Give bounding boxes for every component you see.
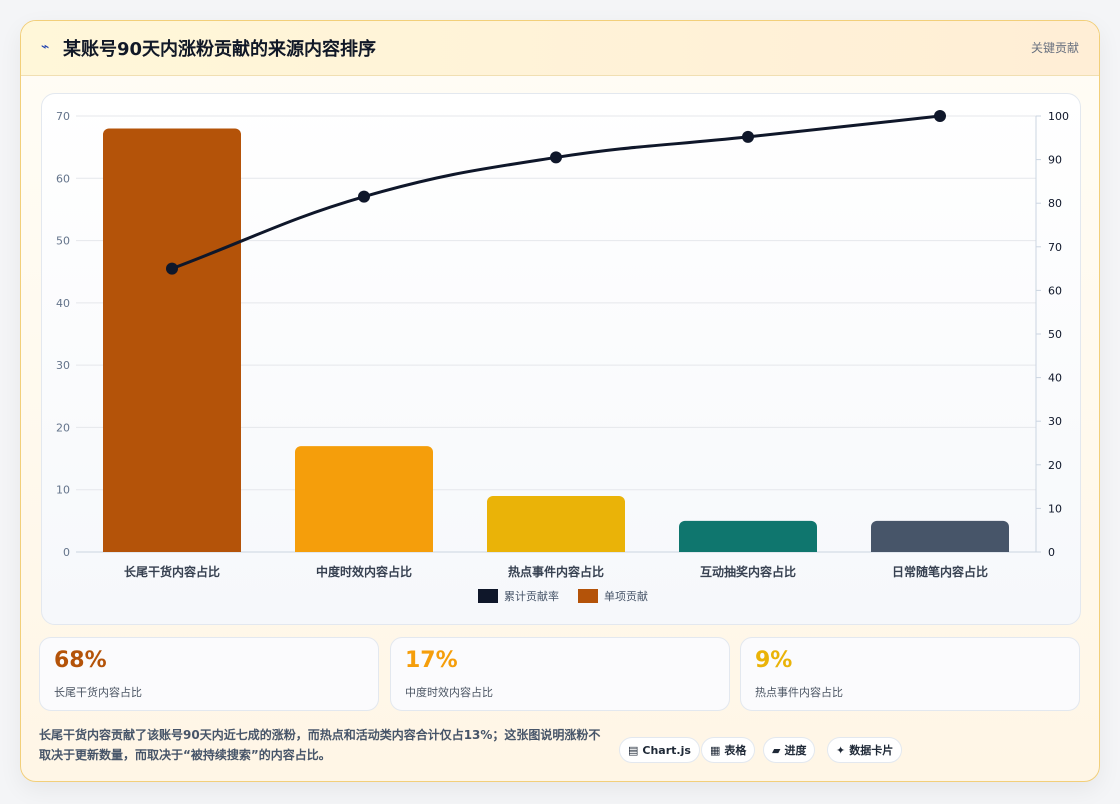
key-contribution-tag: 关键贡献 [1030, 41, 1079, 55]
y-tick-label-right: 80 [1048, 197, 1062, 210]
tag-data-card[interactable]: ✦ 数据卡片 [827, 737, 903, 763]
sparkle-icon: ✦ [836, 744, 846, 757]
cumulative-point [166, 262, 178, 275]
bar-base [487, 546, 625, 552]
stat-label: 中度时效内容占比 [405, 686, 493, 699]
y-tick-label-left: 20 [56, 421, 70, 434]
stat-card-2: 17% 中度时效内容占比 [390, 637, 730, 711]
stat-card-3: 9% 热点事件内容占比 [740, 637, 1080, 711]
y-tick-label-left: 40 [56, 297, 70, 310]
cumulative-point [934, 110, 946, 122]
y-tick-label-right: 0 [1048, 546, 1055, 559]
x-tick-label: 长尾干货内容占比 [124, 564, 220, 579]
chart-icon: ▤ [628, 744, 639, 757]
stat-value: 68% [54, 648, 107, 673]
progress-icon: ▰ [772, 744, 781, 757]
stat-value: 9% [755, 648, 793, 673]
chart-card: ⌁ 某账号90天内涨粉贡献的来源内容排序 关键贡献 0 10 20 30 40 50 60 7… [20, 20, 1100, 782]
cumulative-line [171, 114, 941, 271]
cumulative-point [742, 130, 754, 143]
tag-chartjs[interactable]: ▤ Chart.js [619, 737, 700, 763]
stat-value: 17% [405, 648, 458, 673]
tag-table[interactable]: ▦ 表格 [701, 737, 756, 763]
pareto-chart: 0 10 20 30 40 50 60 70 0 10 20 30 40 50 60 70 80 90 100 长尾干… [56, 110, 1069, 603]
cumulative-point [550, 151, 562, 164]
x-tick-label: 日常随笔内容占比 [892, 564, 988, 579]
bar-base [103, 546, 241, 552]
y-tick-label-left: 60 [56, 172, 70, 185]
y-tick-label-right: 30 [1048, 415, 1062, 428]
bar-base [871, 546, 1009, 552]
table-icon: ▦ [710, 744, 721, 757]
legend-swatch [478, 589, 498, 603]
pill-label: 进度 [784, 744, 807, 757]
y-tick-label-right: 40 [1048, 372, 1062, 385]
y-tick-label-left: 30 [56, 359, 70, 372]
y-tick-label-right: 50 [1048, 328, 1062, 341]
pill-label: 表格 [724, 744, 747, 757]
y-tick-label-right: 60 [1048, 284, 1062, 297]
legend-label: 累计贡献率 [504, 589, 559, 603]
bar [871, 520, 1009, 552]
y-tick-label-right: 70 [1048, 241, 1062, 254]
stat-label: 长尾干货内容占比 [54, 686, 142, 699]
legend-swatch [578, 589, 598, 603]
pill-label: Chart.js [642, 744, 691, 757]
bar-base [679, 546, 817, 552]
y-tick-label-right: 10 [1048, 502, 1062, 515]
y-tick-label-left: 50 [56, 235, 70, 248]
y-tick-label-right: 100 [1048, 110, 1069, 123]
bar [103, 128, 241, 552]
bar [487, 495, 625, 552]
chart-area: 0 10 20 30 40 50 60 70 0 10 20 30 40 50 60 70 80 90 100 长尾干… [41, 93, 1081, 625]
tag-progress[interactable]: ▰ 进度 [763, 737, 816, 763]
bar [295, 446, 433, 552]
cumulative-point [358, 190, 370, 203]
pill-label: 数据卡片 [849, 744, 894, 757]
legend-label: 单项贡献 [604, 589, 648, 603]
stat-label: 热点事件内容占比 [755, 686, 843, 699]
x-tick-label: 中度时效内容占比 [316, 564, 412, 579]
y-tick-label-right: 20 [1048, 459, 1062, 472]
x-tick-label: 热点事件内容占比 [508, 564, 604, 579]
y-tick-label-right: 90 [1048, 154, 1062, 167]
card-header: ⌁ 某账号90天内涨粉贡献的来源内容排序 关键贡献 [21, 21, 1099, 76]
page-title: 某账号90天内涨粉贡献的来源内容排序 [63, 39, 377, 60]
stat-card-1: 68% 长尾干货内容占比 [39, 637, 379, 711]
chart-icon: ⌁ [41, 39, 50, 55]
y-tick-label-left: 10 [56, 484, 70, 497]
y-tick-label-left: 70 [56, 110, 70, 123]
y-tick-label-left: 0 [63, 546, 70, 559]
chart-description: 长尾干货内容贡献了该账号90天内近七成的涨粉，而热点和活动类内容合计仅占13%；… [39, 728, 601, 762]
bar [679, 520, 817, 552]
x-tick-label: 互动抽奖内容占比 [700, 564, 796, 579]
bar-base [295, 546, 433, 552]
